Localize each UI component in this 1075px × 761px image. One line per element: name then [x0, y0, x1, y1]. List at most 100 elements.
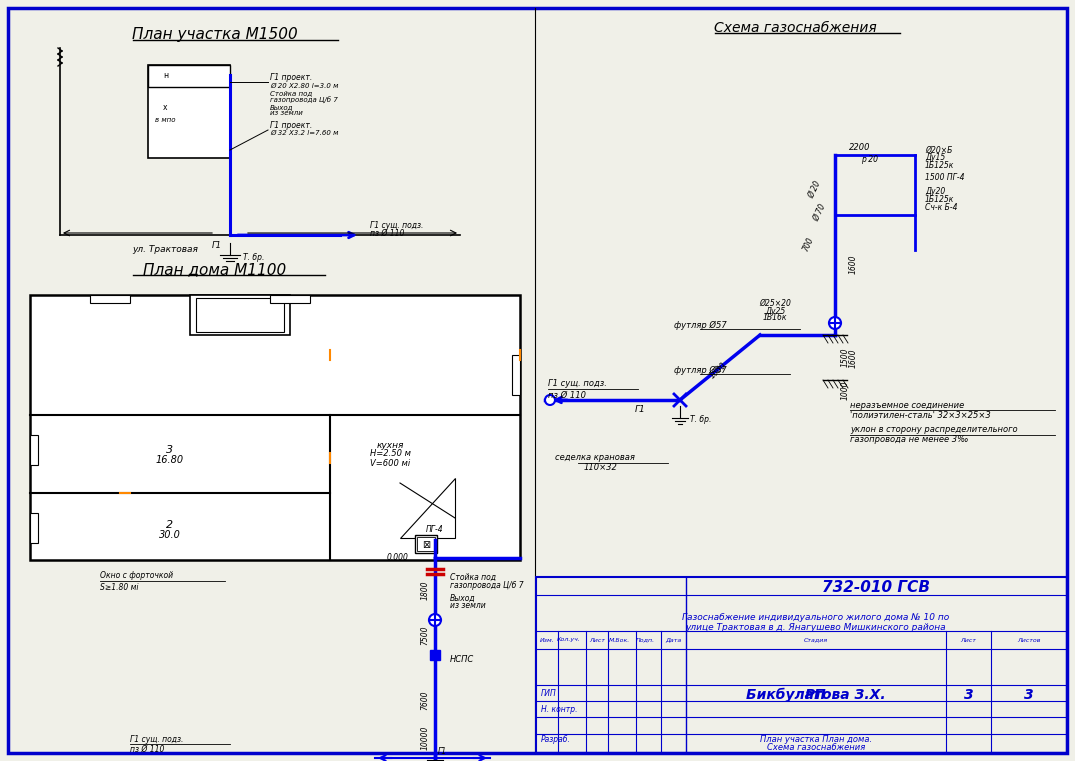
Text: Сч-к Б-4: Сч-к Б-4: [924, 203, 958, 212]
Text: ул. Трактовая: ул. Трактовая: [132, 246, 198, 254]
Text: 1Б16к: 1Б16к: [763, 314, 787, 323]
Text: 110×32: 110×32: [584, 463, 618, 472]
Text: р 20: р 20: [861, 155, 878, 164]
Text: Г1 проект.: Г1 проект.: [270, 122, 312, 130]
Polygon shape: [400, 478, 455, 538]
Text: 16.80: 16.80: [156, 455, 184, 465]
Bar: [512, 355, 520, 395]
Text: Бикбулатова З.Х.: Бикбулатова З.Х.: [746, 688, 886, 702]
Text: План участка М1500: План участка М1500: [132, 27, 298, 43]
Text: Г1 сущ. подз.: Г1 сущ. подз.: [370, 221, 424, 231]
Text: Схема газоснабжения: Схема газоснабжения: [714, 21, 876, 35]
Text: Стадия: Стадия: [804, 638, 828, 642]
Text: Листов: Листов: [1017, 638, 1041, 642]
Text: газопровода Ц/б 7: газопровода Ц/б 7: [450, 581, 524, 590]
Text: 7500: 7500: [420, 626, 430, 645]
Text: улице Трактовая в д. Янагушево Мишкинского района: улице Трактовая в д. Янагушево Мишкинско…: [686, 622, 946, 632]
Text: 1500: 1500: [841, 348, 849, 368]
Bar: [417, 537, 435, 551]
Bar: [148, 65, 230, 87]
Circle shape: [429, 614, 441, 626]
Bar: [30, 435, 38, 465]
Text: из земли: из земли: [270, 110, 303, 116]
Text: V=600 мi: V=600 мi: [370, 458, 411, 467]
Text: Н. контр.: Н. контр.: [541, 705, 577, 714]
Text: Г1 проект.: Г1 проект.: [270, 74, 312, 82]
Bar: [30, 295, 520, 560]
Bar: [430, 650, 440, 660]
Text: РП: РП: [805, 688, 827, 702]
Text: x: x: [162, 103, 168, 112]
Text: М.Бок.: М.Бок.: [608, 638, 630, 642]
Text: 2: 2: [167, 520, 173, 530]
Text: пз Ø 110: пз Ø 110: [548, 390, 586, 400]
Text: Ø 70: Ø 70: [812, 203, 828, 223]
Text: 'полиэтилен-сталь' 32×3×25×3: 'полиэтилен-сталь' 32×3×25×3: [850, 412, 991, 421]
Bar: [270, 295, 310, 303]
Text: ПГ-4: ПГ-4: [426, 526, 444, 534]
Text: Ду25: Ду25: [765, 307, 785, 316]
Text: Разраб.: Разраб.: [541, 735, 571, 744]
Text: 1600: 1600: [848, 349, 858, 368]
Text: Ø 32 Х3.2 l=7.60 м: Ø 32 Х3.2 l=7.60 м: [270, 130, 339, 136]
Text: газопровода не менее 3‰: газопровода не менее 3‰: [850, 435, 969, 444]
Text: 30.0: 30.0: [159, 530, 181, 540]
Text: НСПС: НСПС: [450, 655, 474, 664]
Text: 700: 700: [801, 235, 815, 253]
Bar: [30, 513, 38, 543]
Text: Г1 сущ. подз.: Г1 сущ. подз.: [548, 380, 607, 389]
Text: 0.000: 0.000: [387, 553, 408, 562]
Text: Г1: Г1: [212, 240, 223, 250]
Text: 7600: 7600: [420, 690, 430, 710]
Text: ⊠: ⊠: [421, 540, 430, 550]
Text: Лист: Лист: [589, 638, 605, 642]
Text: План участка План дома.: План участка План дома.: [760, 735, 872, 744]
Text: 1600: 1600: [707, 361, 728, 380]
Text: 3: 3: [1024, 688, 1034, 702]
Text: 1800: 1800: [420, 580, 430, 600]
Text: 2200: 2200: [849, 144, 871, 152]
Text: Ду20: Ду20: [924, 187, 945, 196]
Text: уклон в сторону распределительного: уклон в сторону распределительного: [850, 425, 1018, 435]
Text: Выход: Выход: [270, 104, 293, 110]
Text: футляр Ø57: футляр Ø57: [674, 365, 727, 374]
Text: Кол.уч.: Кол.уч.: [557, 638, 580, 642]
Text: 3: 3: [963, 688, 973, 702]
Text: Изм.: Изм.: [540, 638, 555, 642]
Text: неразъемное соединение: неразъемное соединение: [850, 400, 964, 409]
Circle shape: [829, 317, 841, 329]
Text: Г1: Г1: [438, 747, 447, 756]
Text: Н=2.50 м: Н=2.50 м: [370, 450, 411, 458]
Bar: [415, 535, 438, 553]
Text: 1600: 1600: [848, 254, 858, 274]
Text: Г1: Г1: [634, 406, 645, 415]
Text: 10000: 10000: [420, 726, 430, 750]
Text: 1Б125к: 1Б125к: [924, 196, 955, 205]
Bar: [90, 295, 130, 303]
Text: Стойка под: Стойка под: [450, 572, 496, 581]
Text: 732-010 ГСВ: 732-010 ГСВ: [822, 579, 931, 594]
Text: в мпо: в мпо: [155, 117, 175, 123]
Text: 3: 3: [167, 445, 173, 455]
Text: футляр Ø57: футляр Ø57: [674, 320, 727, 330]
Text: Ø25×20: Ø25×20: [759, 298, 791, 307]
Text: Дата: Дата: [664, 638, 682, 642]
Bar: [196, 298, 284, 332]
Text: 1Б125к: 1Б125к: [924, 161, 955, 170]
Text: Ø 20: Ø 20: [807, 180, 822, 200]
Text: н: н: [163, 71, 169, 79]
Text: S≥1.80 мi: S≥1.80 мi: [100, 584, 139, 593]
Bar: [536, 577, 1067, 753]
Circle shape: [545, 395, 555, 405]
Text: Окно с форточкой: Окно с форточкой: [100, 572, 173, 581]
Bar: [148, 65, 230, 158]
Text: Лист: Лист: [961, 638, 976, 642]
Text: Т. бр.: Т. бр.: [243, 253, 264, 263]
Text: ГИП: ГИП: [541, 689, 557, 698]
Text: кухня: кухня: [376, 441, 404, 450]
Text: Газоснабжение индивидуального жилого дома № 10 по: Газоснабжение индивидуального жилого дом…: [683, 613, 949, 622]
Text: газопровода Ц/б 7: газопровода Ц/б 7: [270, 97, 338, 103]
Text: Ø 20 Х2.80 l=3.0 м: Ø 20 Х2.80 l=3.0 м: [270, 83, 339, 89]
Bar: [190, 295, 290, 335]
Text: пз Ø 110: пз Ø 110: [370, 228, 404, 237]
